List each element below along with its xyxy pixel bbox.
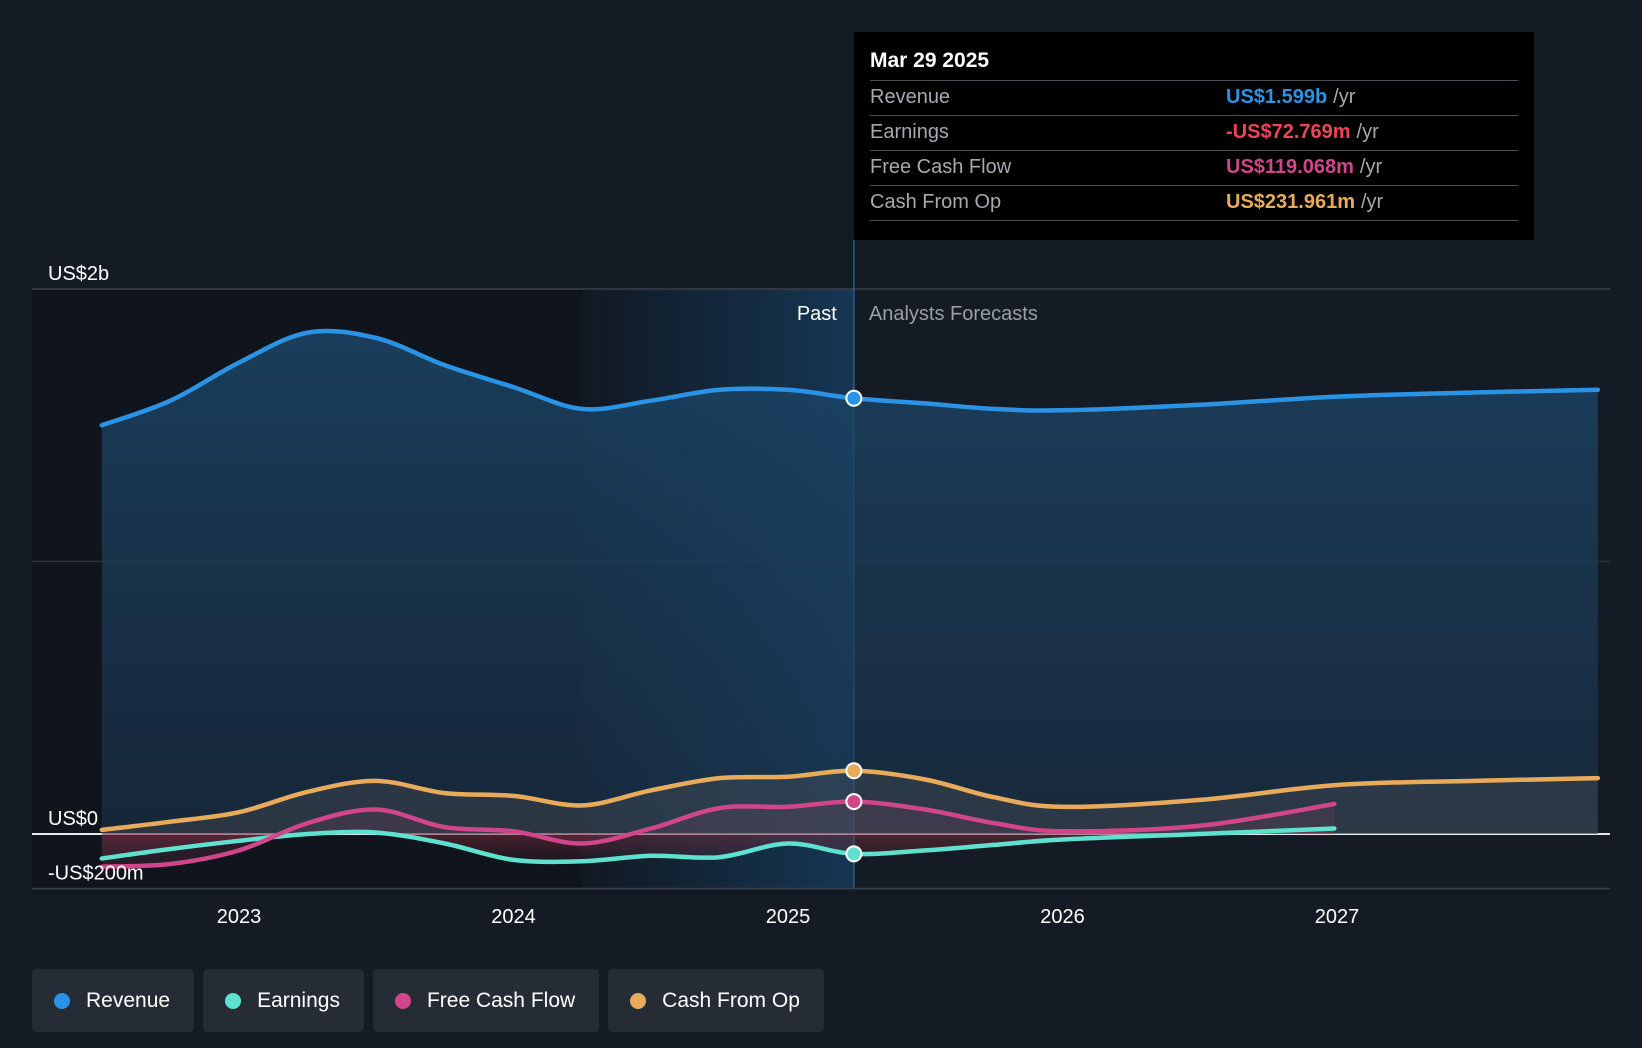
- legend-label: Cash From Op: [662, 988, 800, 1012]
- area-revenue: [101, 330, 1598, 834]
- tooltip-unit: /yr: [1359, 156, 1383, 178]
- tooltip-row-free-cash-flow: Free Cash Flow US$119.068m /yr: [870, 150, 1518, 185]
- legend-item-earnings[interactable]: Earnings: [203, 969, 364, 1032]
- line-revenue: [99, 328, 1601, 428]
- y-tick-label: US$0: [48, 808, 98, 830]
- legend-dot-icon: [630, 992, 647, 1009]
- highlight-point-earnings: [845, 845, 863, 863]
- highlight-point-revenue: [845, 389, 863, 407]
- tooltip-row-cash-from-op: Cash From Op US$231.961m /yr: [870, 185, 1518, 221]
- x-tick-label: 2025: [766, 906, 811, 928]
- x-tick-label: 2027: [1315, 906, 1360, 928]
- legend-label: Free Cash Flow: [426, 988, 576, 1012]
- tooltip-label: Cash From Op: [870, 191, 1002, 213]
- legend-dot-icon: [394, 992, 411, 1009]
- y-tick-label: US$2b: [48, 263, 109, 285]
- legend-item-free-cash-flow[interactable]: Free Cash Flow: [372, 969, 600, 1032]
- forecast-label: Analysts Forecasts: [869, 303, 1038, 325]
- legend-label: Revenue: [86, 988, 171, 1012]
- line-earnings: [99, 826, 1337, 865]
- past-label: Past: [797, 303, 837, 325]
- tooltip-row-earnings: Earnings -US$72.769m /yr: [870, 115, 1518, 150]
- tooltip-unit: /yr: [1333, 86, 1356, 108]
- legend-dot-icon: [225, 992, 242, 1009]
- tooltip-row-revenue: Revenue US$1.599b /yr: [870, 80, 1518, 115]
- tooltip-value: US$1.599b: [1226, 86, 1328, 108]
- chart-canvas: US$2b US$0 -US$200m 2023 2024 2025 2026 2027 Pas…: [32, 240, 1610, 928]
- legend-item-revenue[interactable]: Revenue: [32, 969, 195, 1032]
- tooltip-panel: Mar 29 2025 Revenue US$1.599b /yr Earnin…: [854, 32, 1534, 240]
- highlight-point-cash-from-op: [845, 762, 863, 780]
- tooltip-value: -US$72.769m: [1226, 121, 1351, 143]
- legend-item-cash-from-op[interactable]: Cash From Op: [608, 969, 824, 1032]
- tooltip-value: US$231.961m: [1226, 191, 1355, 213]
- line-cash-from-op: [99, 768, 1601, 833]
- chart-legend: Revenue Earnings Free Cash Flow Cash Fro…: [32, 969, 824, 1032]
- legend-label: Earnings: [257, 988, 340, 1012]
- y-tick-label: -US$200m: [48, 863, 144, 885]
- tooltip-label: Earnings: [870, 121, 949, 143]
- line-free-cash-flow: [99, 799, 1337, 869]
- tooltip-unit: /yr: [1356, 121, 1379, 143]
- tooltip-unit: /yr: [1360, 191, 1384, 213]
- x-tick-label: 2026: [1040, 906, 1085, 928]
- tooltip-value: US$119.068m: [1226, 156, 1354, 178]
- tooltip-label: Revenue: [870, 86, 951, 108]
- x-tick-label: 2024: [491, 906, 536, 928]
- tooltip-label: Free Cash Flow: [870, 156, 1012, 178]
- area-earnings: [101, 828, 1335, 862]
- tooltip-date: Mar 29 2025: [870, 49, 990, 72]
- x-tick-label: 2023: [217, 906, 262, 928]
- highlight-point-free-cash-flow: [845, 793, 863, 811]
- legend-dot-icon: [54, 992, 70, 1009]
